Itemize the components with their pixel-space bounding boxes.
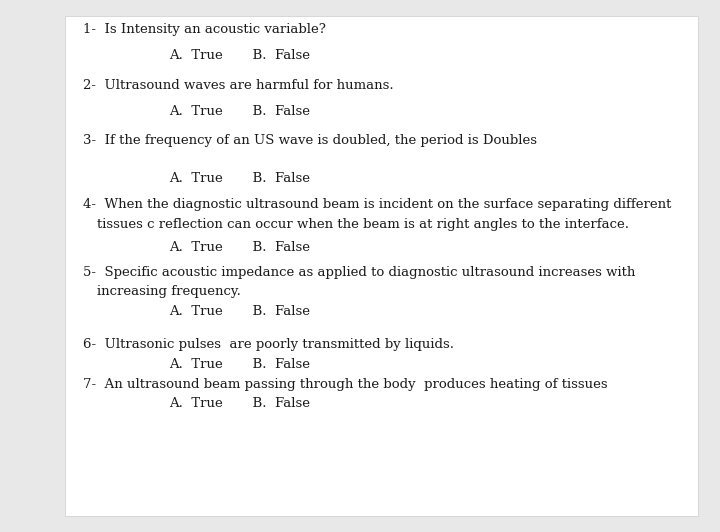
Text: increasing frequency.: increasing frequency. — [97, 285, 241, 298]
Text: A.  True       B.  False: A. True B. False — [169, 105, 310, 118]
Text: A.  True       B.  False: A. True B. False — [169, 397, 310, 410]
Text: 3-  If the frequency of an US wave is doubled, the period is Doubles: 3- If the frequency of an US wave is dou… — [83, 135, 537, 147]
Text: 4-  When the diagnostic ultrasound beam is incident on the surface separating di: 4- When the diagnostic ultrasound beam i… — [83, 198, 671, 211]
Text: 5-  Specific acoustic impedance as applied to diagnostic ultrasound increases wi: 5- Specific acoustic impedance as applie… — [83, 266, 635, 279]
Text: A.  True       B.  False: A. True B. False — [169, 49, 310, 62]
Text: A.  True       B.  False: A. True B. False — [169, 172, 310, 185]
Text: 2-  Ultrasound waves are harmful for humans.: 2- Ultrasound waves are harmful for huma… — [83, 79, 393, 92]
Text: 1-  Is Intensity an acoustic variable?: 1- Is Intensity an acoustic variable? — [83, 23, 325, 36]
Text: A.  True       B.  False: A. True B. False — [169, 358, 310, 371]
FancyBboxPatch shape — [65, 16, 698, 516]
Text: A.  True       B.  False: A. True B. False — [169, 305, 310, 318]
Text: A.  True       B.  False: A. True B. False — [169, 241, 310, 254]
Text: 6-  Ultrasonic pulses  are poorly transmitted by liquids.: 6- Ultrasonic pulses are poorly transmit… — [83, 338, 454, 351]
Text: 7-  An ultrasound beam passing through the body  produces heating of tissues: 7- An ultrasound beam passing through th… — [83, 378, 608, 390]
Text: tissues c reflection can occur when the beam is at right angles to the interface: tissues c reflection can occur when the … — [97, 218, 629, 231]
